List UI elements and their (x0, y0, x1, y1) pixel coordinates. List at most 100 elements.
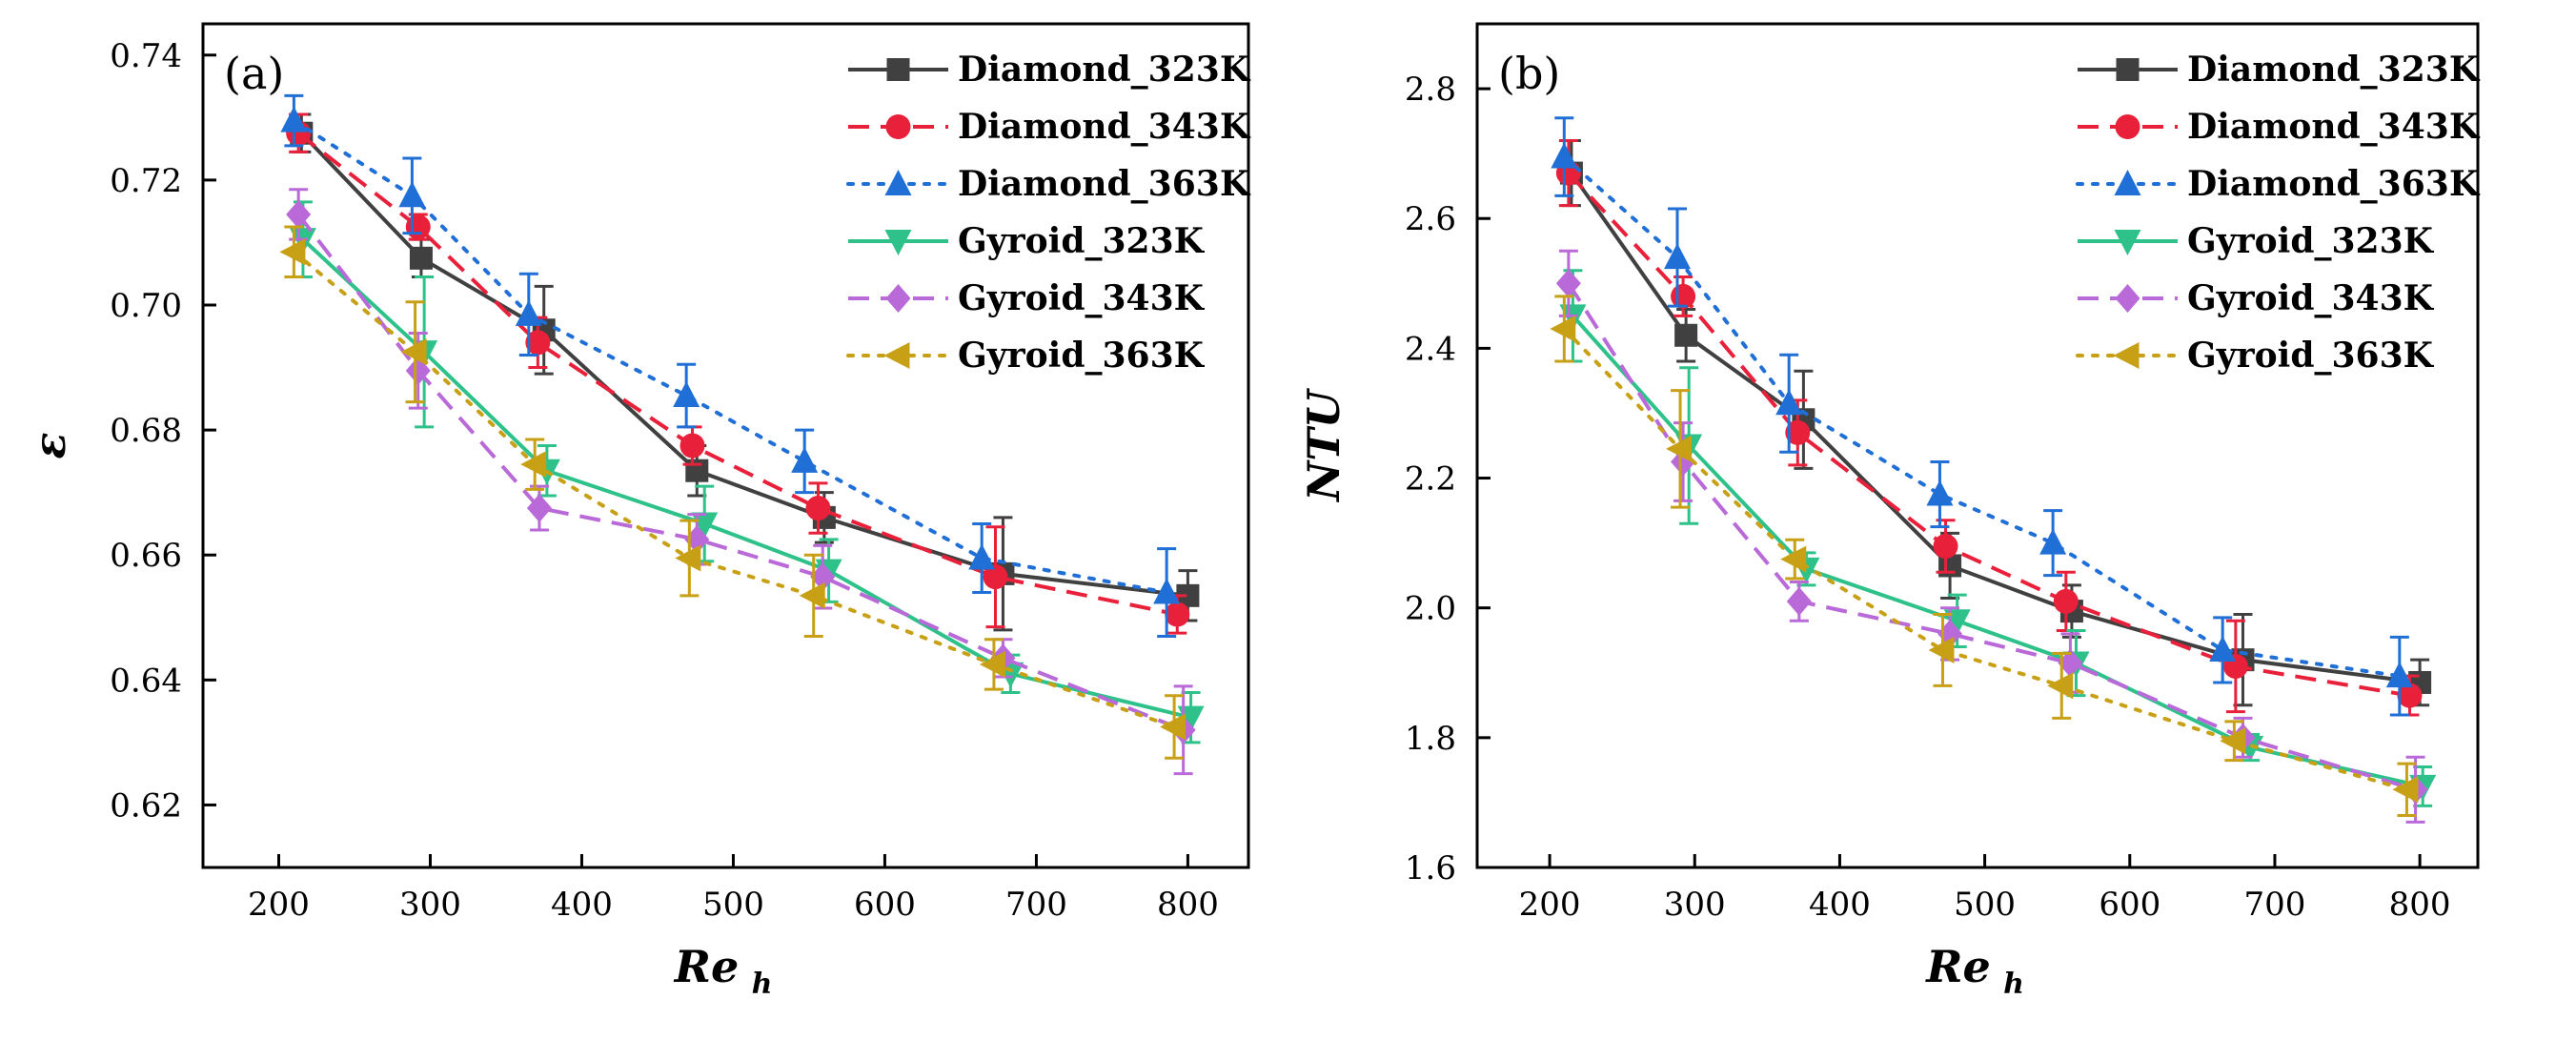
legend-label: Diamond_363K (2187, 164, 2481, 204)
y-tick-label: 0.64 (110, 662, 182, 700)
legend-label: Diamond_323K (958, 50, 1251, 90)
data-point (520, 451, 547, 479)
y-tick-label: 1.8 (1405, 720, 1456, 758)
data-point (409, 246, 433, 270)
legend-label: Gyroid_323K (2187, 221, 2435, 261)
data-point (1933, 534, 1958, 560)
legend-marker (2115, 114, 2140, 139)
data-point (1785, 419, 1811, 445)
legend: Diamond_323K Diamond_343K Diamond_363K Gyro… (2076, 50, 2481, 376)
data-point (1674, 323, 1698, 347)
data-point (400, 338, 427, 366)
x-tick-label: 500 (1954, 886, 2016, 924)
x-axis-title: Re (673, 941, 740, 992)
data-point (1664, 243, 1691, 270)
data-point (2209, 635, 2237, 662)
data-point (2047, 672, 2074, 700)
legend-marker (883, 342, 910, 369)
plot-frame (1475, 22, 2480, 869)
legend-label: Diamond_363K (958, 164, 1251, 204)
y-tick-label: 1.6 (1405, 849, 1456, 887)
y-tick-label: 2.0 (1405, 590, 1456, 628)
data-point (2053, 588, 2079, 614)
y-tick-label: 0.62 (110, 786, 182, 825)
data-point (1928, 636, 1955, 663)
series-line (1562, 326, 2409, 792)
panel-label: (b) (1498, 48, 1560, 99)
series-gyroid-363k (1550, 295, 2419, 818)
series-diamond-363k (1551, 116, 2413, 717)
x-tick-label: 200 (1519, 886, 1581, 924)
data-point (1160, 713, 1187, 741)
legend-label: Diamond_323K (2187, 50, 2481, 90)
legend-marker (2114, 230, 2141, 255)
data-point (1775, 389, 1803, 416)
data-point (526, 494, 552, 523)
data-point (279, 238, 306, 266)
legend-marker (2114, 170, 2141, 195)
data-point (1153, 578, 1181, 604)
data-point (2397, 683, 2423, 708)
data-point (1165, 602, 1190, 627)
data-point (805, 496, 831, 521)
y-tick-label: 0.66 (110, 537, 182, 575)
legend-label: Diamond_343K (958, 107, 1251, 147)
y-axis-title: ε (24, 433, 75, 459)
x-tick-label: 800 (2389, 886, 2451, 924)
x-tick-label: 200 (248, 886, 310, 924)
data-point (2058, 648, 2083, 678)
data-point (2385, 662, 2413, 688)
x-axis-title: Re (1924, 941, 1991, 992)
data-point (685, 459, 709, 482)
x-axis-title-subscript: h (2003, 968, 2024, 1001)
x-tick-label: 400 (551, 886, 613, 924)
legend-marker (884, 170, 912, 195)
legend-label: Gyroid_363K (958, 336, 1206, 376)
series-line (292, 250, 1177, 729)
legend-marker (885, 284, 911, 313)
x-tick-label: 600 (854, 886, 916, 924)
data-point (515, 299, 542, 326)
chart-panel-b: 200 300 400 500 600 700 800 1.6 1.8 2.0 2.2 2.4 2.6 2… (1298, 22, 2481, 1001)
y-tick-label: 2.2 (1405, 460, 1456, 499)
data-point (673, 381, 700, 408)
legend-marker (2115, 284, 2140, 313)
data-point (2039, 528, 2067, 555)
legend-label: Diamond_343K (2187, 107, 2481, 147)
legend-label: Gyroid_343K (2187, 278, 2435, 318)
legend-marker (2113, 342, 2140, 369)
x-tick-label: 300 (399, 886, 461, 924)
data-point (398, 181, 426, 208)
data-point (810, 562, 836, 592)
x-tick-label: 600 (2099, 886, 2160, 924)
data-point (1666, 435, 1693, 462)
x-tick-label: 500 (702, 886, 764, 924)
legend: Diamond_323K Diamond_343K Diamond_363K Gyro… (846, 50, 1251, 376)
x-axis-title-subscript: h (752, 968, 773, 1001)
x-tick-label: 300 (1664, 886, 1726, 924)
x-tick-label: 400 (1809, 886, 1871, 924)
y-tick-label: 2.6 (1405, 200, 1456, 238)
x-tick-label: 700 (2244, 886, 2306, 924)
panel-label: (a) (224, 48, 284, 99)
data-point (675, 544, 701, 572)
data-point (286, 199, 312, 229)
data-point (1926, 479, 1954, 506)
y-tick-label: 0.70 (110, 287, 182, 325)
data-point (2392, 776, 2419, 804)
data-point (979, 650, 1005, 678)
data-point (679, 433, 705, 459)
data-point (2220, 727, 2246, 755)
data-point (1555, 269, 1581, 298)
legend-marker (2116, 58, 2140, 81)
y-tick-label: 2.4 (1405, 330, 1456, 368)
x-tick-label: 800 (1157, 886, 1219, 924)
data-point (280, 106, 308, 133)
legend-label: Gyroid_323K (958, 221, 1206, 261)
x-tick-label: 700 (1005, 886, 1067, 924)
data-point (405, 214, 431, 240)
series-gyroid-363k (279, 225, 1187, 760)
y-tick-label: 0.68 (110, 412, 182, 450)
data-point (799, 581, 825, 609)
